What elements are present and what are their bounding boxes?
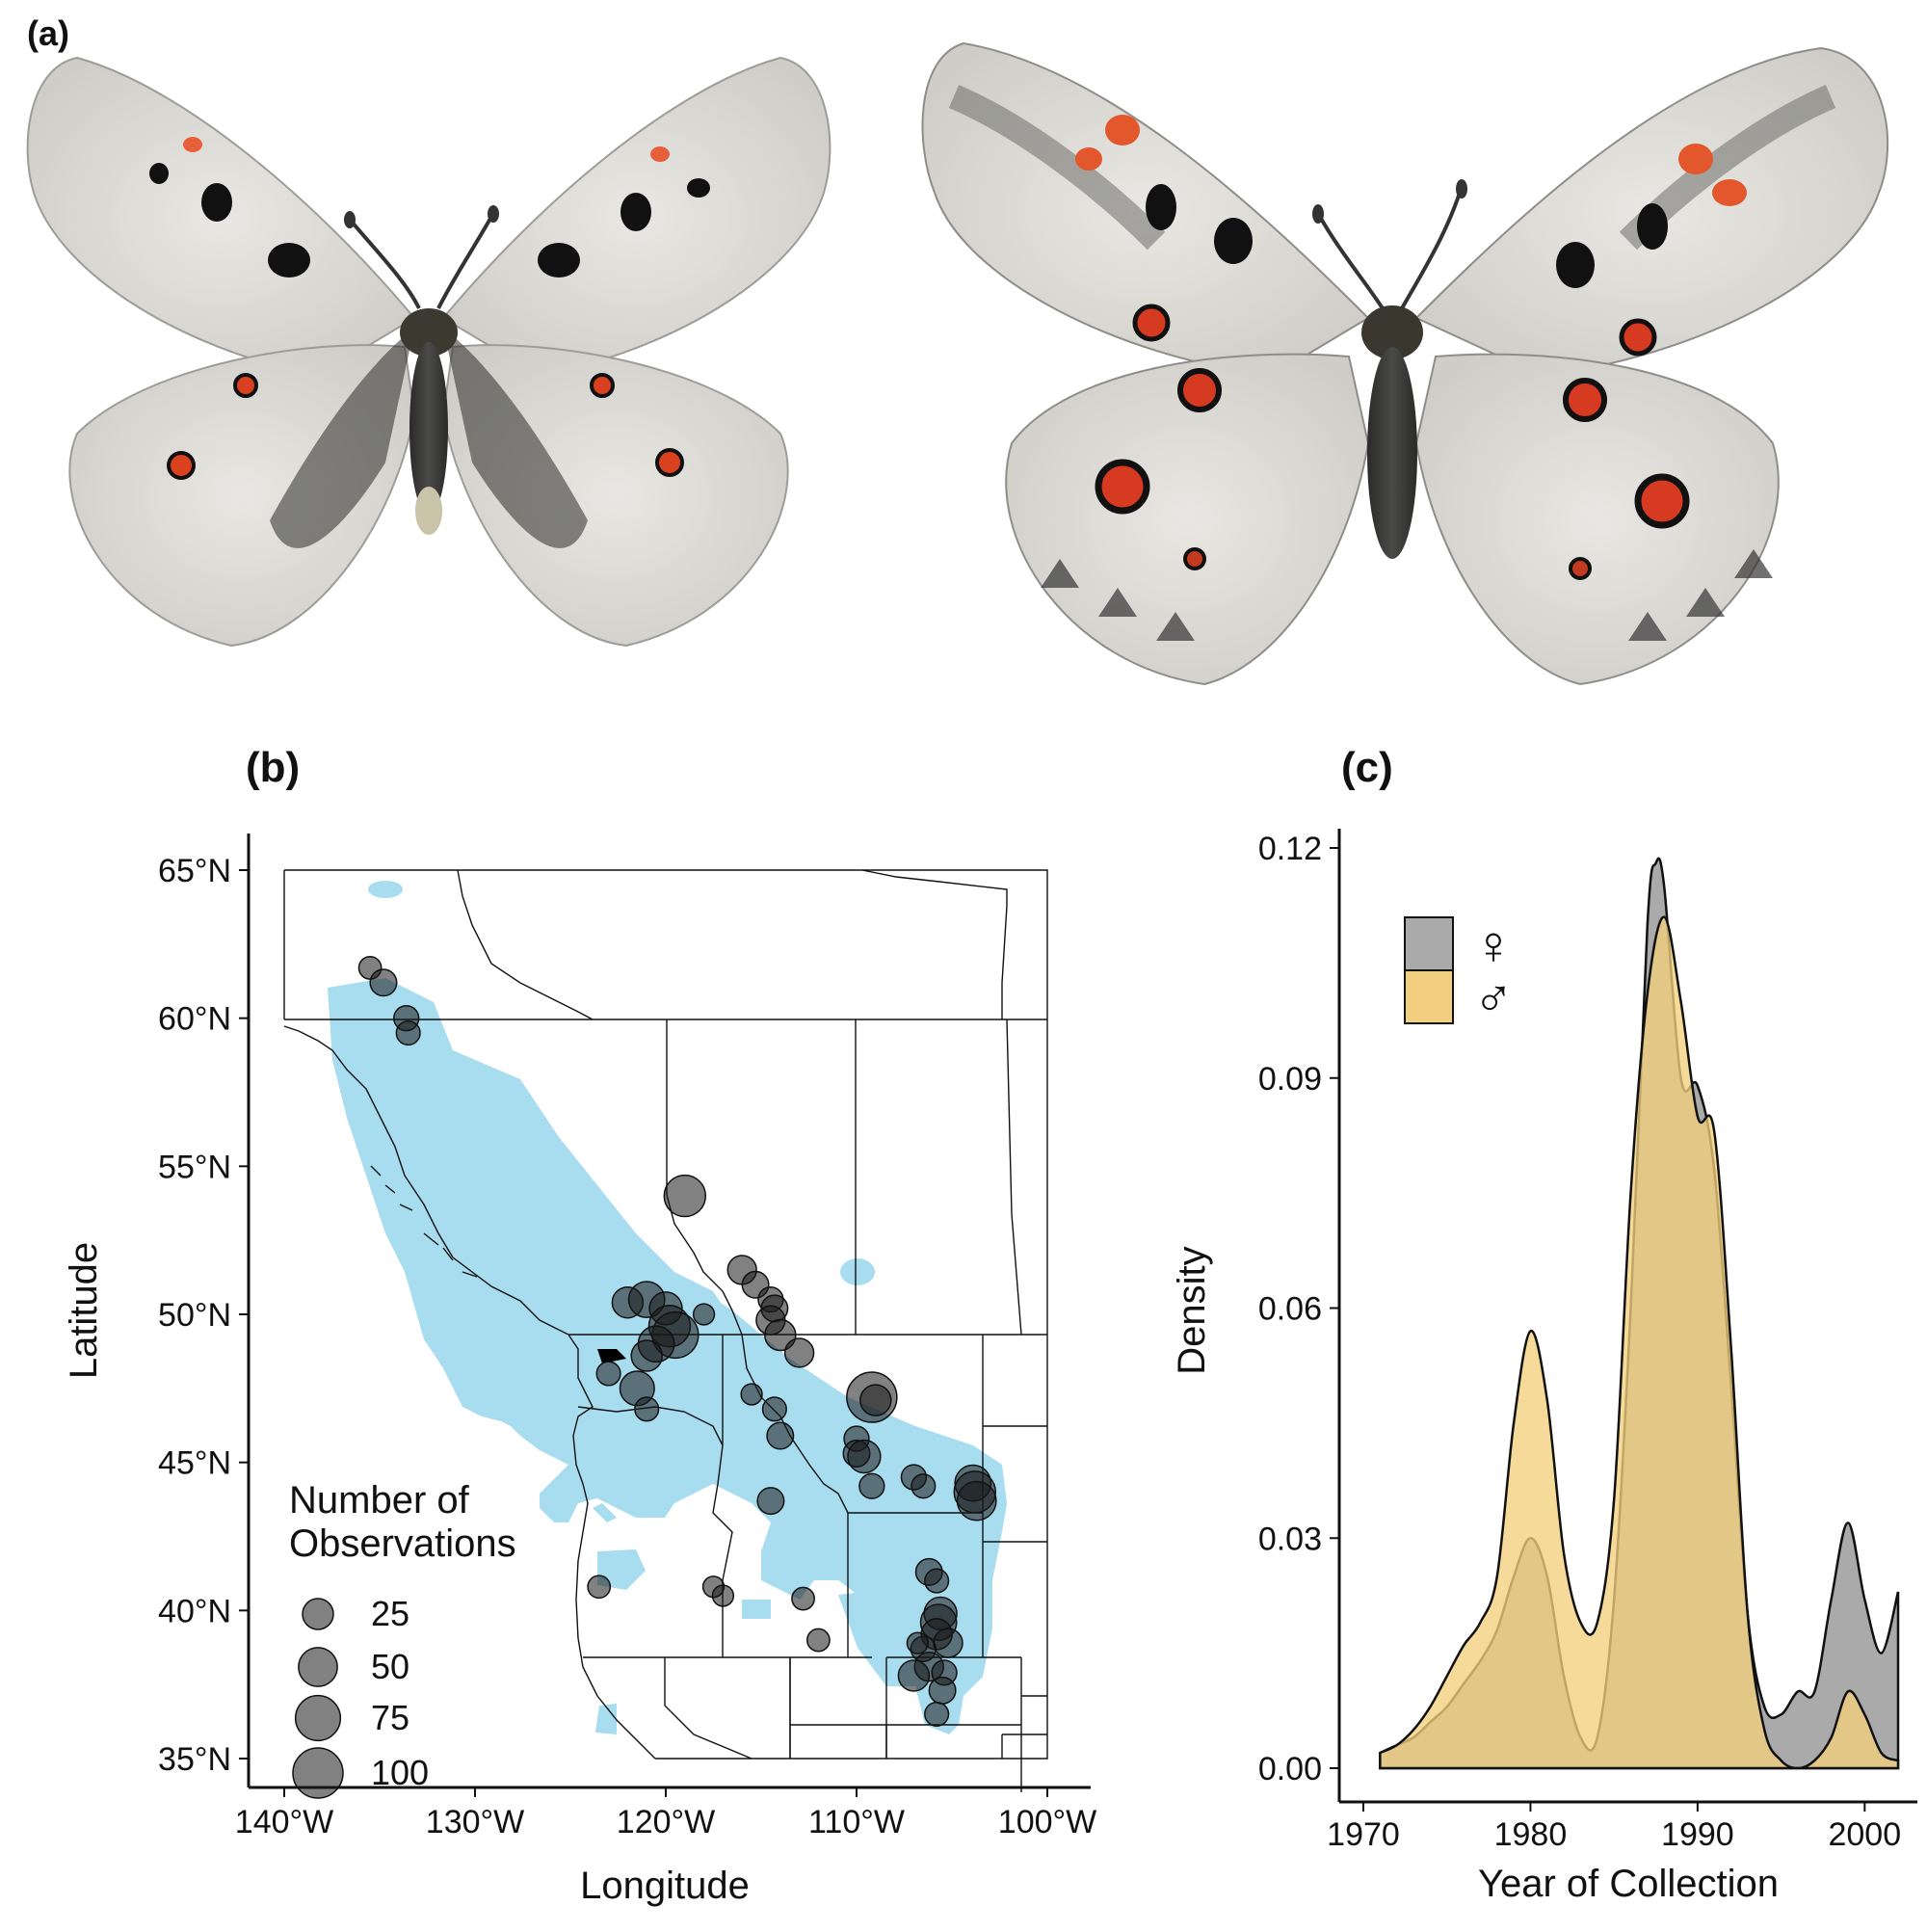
legend-key — [1404, 969, 1454, 1024]
size-legend: Number of Observations 25 50 75 100 — [289, 1479, 516, 1799]
observation-point — [783, 1337, 815, 1368]
map-x-tick-label: 130°W — [426, 1804, 524, 1840]
legend-symbol: ♂ — [1473, 967, 1514, 1028]
legend-size-label: 75 — [371, 1698, 409, 1737]
map-y-axis-label: Latitude — [63, 1242, 105, 1379]
butterfly-photos — [26, 41, 1889, 686]
map-x-tick-label: 120°W — [617, 1804, 715, 1840]
density-y-tick-label: 0.12 — [1258, 831, 1322, 867]
observation-point — [692, 1303, 716, 1326]
observation-point — [630, 1339, 663, 1372]
observation-point — [634, 1396, 660, 1422]
observation-point — [858, 1472, 885, 1499]
observation-point — [756, 1487, 785, 1516]
male-butterfly-photo — [26, 56, 832, 648]
map-y-tick-label: 55°N — [158, 1149, 231, 1185]
observation-point — [897, 1659, 931, 1692]
density-x-tick-label: 1970 — [1327, 1816, 1400, 1853]
observation-point — [711, 1584, 735, 1607]
observation-point — [395, 1019, 421, 1046]
observation-point — [847, 1439, 882, 1474]
observation-point — [906, 1631, 930, 1654]
density-panel: (c) 0.00 0.03 0.06 0.09 0.12 1970 1980 1990 200… — [1118, 732, 1927, 1927]
observation-point — [933, 1628, 964, 1658]
observation-point — [911, 1473, 937, 1499]
legend-size-circle — [292, 1747, 344, 1799]
political-boundaries — [283, 869, 1048, 1792]
observation-point — [924, 1568, 950, 1594]
map-x-axis-label: Longitude — [580, 1865, 750, 1907]
photo-panel: (a) — [0, 0, 1927, 703]
legend-title-line1: Number of — [289, 1479, 470, 1522]
observation-point — [766, 1421, 795, 1450]
map-y-tick-label: 65°N — [158, 853, 231, 889]
range-map: 35°N 40°N 45°N 50°N 55°N 60°N 65°N 140°W 130°W 1… — [63, 834, 1096, 1907]
panel-c-label: (c) — [1341, 744, 1393, 791]
map-axes: 35°N 40°N 45°N 50°N 55°N 60°N 65°N 140°W 130°W 1… — [158, 834, 1096, 1840]
density-legend: ♀♂ — [1404, 914, 1514, 1028]
density-y-tick-label: 0.00 — [1258, 1751, 1322, 1787]
map-x-tick-label: 110°W — [808, 1804, 905, 1840]
density-y-tick-label: 0.09 — [1258, 1061, 1322, 1098]
density-x-axis-label: Year of Collection — [1478, 1863, 1779, 1905]
map-y-tick-label: 35°N — [158, 1741, 231, 1778]
observation-points — [357, 956, 997, 1727]
observation-point — [587, 1575, 612, 1600]
observation-point — [663, 1174, 707, 1218]
density-x-tick-label: 1990 — [1661, 1816, 1734, 1853]
legend-size-label: 100 — [371, 1753, 429, 1792]
legend-key — [1404, 916, 1454, 971]
density-y-tick-label: 0.06 — [1258, 1291, 1322, 1328]
legend-symbol: ♀ — [1473, 914, 1514, 975]
female-butterfly-photo — [921, 41, 1889, 686]
density-axes: 0.00 0.03 0.06 0.09 0.12 1970 1980 1990 2000 — [1258, 829, 1917, 1853]
observation-point — [928, 1676, 957, 1705]
observation-point — [740, 1383, 763, 1406]
observation-point — [924, 1701, 950, 1727]
panel-a-label: (a) — [27, 13, 69, 53]
map-y-tick-label: 40°N — [158, 1593, 231, 1629]
legend-title-line2: Observations — [289, 1522, 516, 1565]
density-x-tick-label: 2000 — [1828, 1816, 1901, 1853]
map-y-tick-label: 45°N — [158, 1445, 231, 1482]
legend-size-circle — [302, 1598, 334, 1630]
density-areas — [1379, 857, 1900, 1770]
density-y-axis-label: Density — [1171, 1246, 1213, 1374]
observation-point — [595, 1361, 621, 1387]
map-y-tick-label: 60°N — [158, 1001, 231, 1038]
observation-point — [956, 1480, 997, 1522]
observation-point — [764, 1318, 797, 1352]
density-y-tick-label: 0.03 — [1258, 1521, 1322, 1557]
observation-point — [369, 968, 398, 997]
density-area-male — [1379, 915, 1900, 1770]
map-y-tick-label: 50°N — [158, 1297, 231, 1334]
observation-point — [805, 1628, 831, 1653]
observation-point — [859, 1384, 892, 1416]
legend-size-circle — [298, 1647, 338, 1687]
map-panel: (b) — [0, 732, 1118, 1927]
density-chart: 0.00 0.03 0.06 0.09 0.12 1970 1980 1990 2000 De… — [1171, 829, 1917, 1905]
legend-size-label: 25 — [371, 1594, 409, 1633]
observation-point — [761, 1396, 787, 1422]
panel-b-label: (b) — [246, 744, 301, 791]
legend-size-label: 50 — [371, 1647, 409, 1686]
observation-point — [791, 1586, 815, 1611]
map-x-tick-label: 100°W — [998, 1804, 1096, 1840]
map-x-tick-label: 140°W — [235, 1804, 333, 1840]
density-x-tick-label: 1980 — [1494, 1816, 1568, 1853]
legend-size-circle — [294, 1694, 342, 1742]
